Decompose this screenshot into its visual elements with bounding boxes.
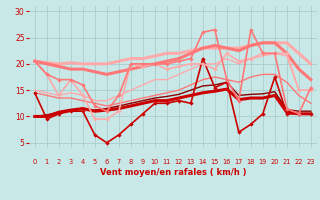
X-axis label: Vent moyen/en rafales ( km/h ): Vent moyen/en rafales ( km/h ) <box>100 168 246 177</box>
